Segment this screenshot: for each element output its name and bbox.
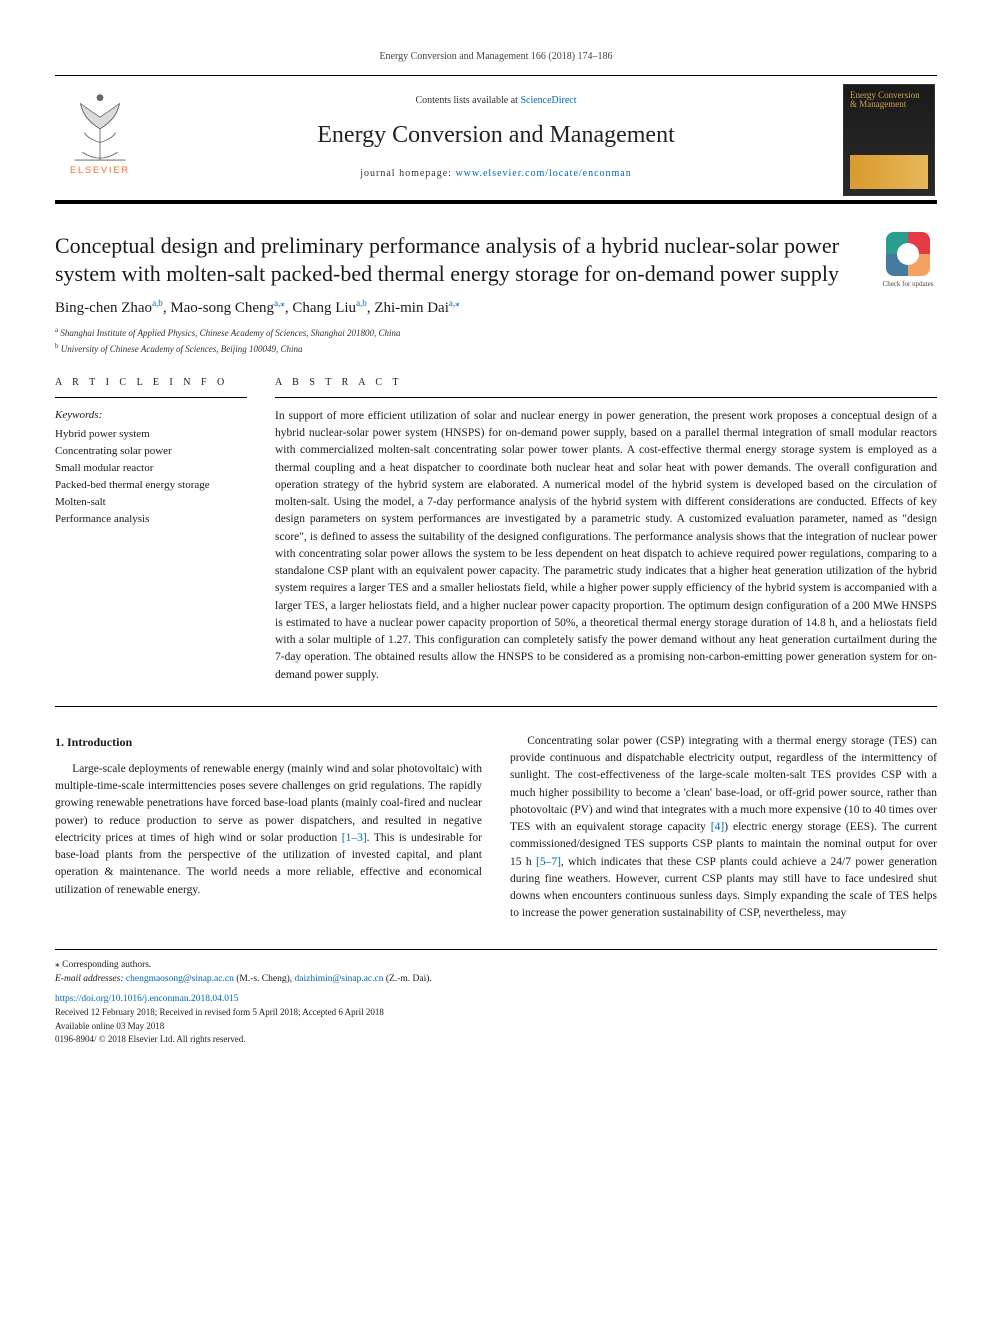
cover-thumbnail-block: Energy Conversion & Management <box>837 76 937 200</box>
author-1: Bing-chen Zhao <box>55 300 152 316</box>
email-who-2: (Z.-m. Dai). <box>386 974 432 984</box>
article-title: Conceptual design and preliminary perfor… <box>55 232 859 289</box>
body-text: storage (TES) can provide continuous and… <box>510 735 937 833</box>
keywords-list: Hybrid power system Concentrating solar … <box>55 426 247 528</box>
email-link-2[interactable]: daizhimin@sinap.ac.cn <box>295 974 384 984</box>
available-online: Available online 03 May 2018 <box>55 1020 937 1034</box>
section-number: 1. <box>55 735 64 749</box>
citation-link[interactable]: [1–3] <box>342 832 367 844</box>
author-2-affil: a,⁎ <box>274 298 285 308</box>
email-link-1[interactable]: chengmaosong@sinap.ac.cn <box>126 974 234 984</box>
author-1-affil: a,b <box>152 298 163 308</box>
journal-title: Energy Conversion and Management <box>163 118 829 153</box>
citation-link[interactable]: [5–7] <box>536 856 561 868</box>
author-2: , Mao-song Cheng <box>163 300 274 316</box>
journal-homepage-link[interactable]: www.elsevier.com/locate/enconman <box>455 168 631 179</box>
cover-art-stripe <box>850 155 928 189</box>
sciencedirect-link[interactable]: ScienceDirect <box>520 95 576 106</box>
email-who-1: (M.-s. Cheng), <box>236 974 292 984</box>
journal-cover-thumbnail: Energy Conversion & Management <box>843 84 935 196</box>
article-info-heading: A R T I C L E I N F O <box>55 376 247 398</box>
contents-line: Contents lists available at ScienceDirec… <box>163 94 829 109</box>
keyword-item: Packed-bed thermal energy storage <box>55 477 247 494</box>
copyright-line: 0196-8904/ © 2018 Elsevier Ltd. All righ… <box>55 1033 937 1047</box>
check-for-updates-widget[interactable]: Check for updates <box>879 232 937 289</box>
history-dates: Received 12 February 2018; Received in r… <box>55 1006 937 1020</box>
keyword-item: Molten-salt <box>55 494 247 511</box>
affil-b: University of Chinese Academy of Science… <box>61 344 303 354</box>
body-two-column: 1. Introduction Large-scale deployments … <box>55 733 937 923</box>
keyword-item: Performance analysis <box>55 511 247 528</box>
keyword-item: Small modular reactor <box>55 460 247 477</box>
section-heading: 1. Introduction <box>55 733 482 751</box>
email-label: E-mail addresses: <box>55 974 124 984</box>
affiliations: a Shanghai Institute of Applied Physics,… <box>55 325 937 356</box>
author-4-affil: a,⁎ <box>449 298 460 308</box>
section-title: Introduction <box>67 735 132 749</box>
keyword-item: Hybrid power system <box>55 426 247 443</box>
journal-masthead: ELSEVIER Contents lists available at Sci… <box>55 75 937 204</box>
body-text: , which indicates that these CSP plants … <box>510 856 937 920</box>
abstract-text: In support of more efficient utilization… <box>275 408 937 684</box>
crossmark-badge-icon <box>886 232 930 276</box>
contents-prefix: Contents lists available at <box>415 95 520 106</box>
check-updates-label: Check for updates <box>883 280 934 288</box>
citation-link[interactable]: [4] <box>711 821 724 833</box>
author-4: , Zhi-min Dai <box>367 300 449 316</box>
publisher-name: ELSEVIER <box>55 164 145 177</box>
abstract-heading: A B S T R A C T <box>275 376 937 398</box>
cover-title-text: Energy Conversion & Management <box>850 91 928 111</box>
affil-b-sup: b <box>55 342 59 350</box>
footnotes: ⁎ Corresponding authors. E-mail addresse… <box>55 949 937 1047</box>
author-3-affil: a,b <box>356 298 367 308</box>
keywords-label: Keywords: <box>55 408 247 424</box>
homepage-prefix: journal homepage: <box>360 168 455 179</box>
affil-a-sup: a <box>55 326 58 334</box>
affil-a: Shanghai Institute of Applied Physics, C… <box>60 328 400 338</box>
keyword-item: Concentrating solar power <box>55 443 247 460</box>
author-3: , Chang Liu <box>285 300 356 316</box>
elsevier-tree-icon <box>60 84 140 162</box>
author-line: Bing-chen Zhaoa,b, Mao-song Chenga,⁎, Ch… <box>55 297 937 320</box>
body-text: Concentrating solar power (CSP) integrat… <box>527 735 847 747</box>
journal-homepage-line: journal homepage: www.elsevier.com/locat… <box>163 167 829 182</box>
running-citation: Energy Conversion and Management 166 (20… <box>55 50 937 65</box>
publisher-block: ELSEVIER <box>55 76 155 200</box>
corresponding-note: ⁎ Corresponding authors. <box>55 958 937 972</box>
doi-link[interactable]: https://doi.org/10.1016/j.enconman.2018.… <box>55 994 238 1004</box>
